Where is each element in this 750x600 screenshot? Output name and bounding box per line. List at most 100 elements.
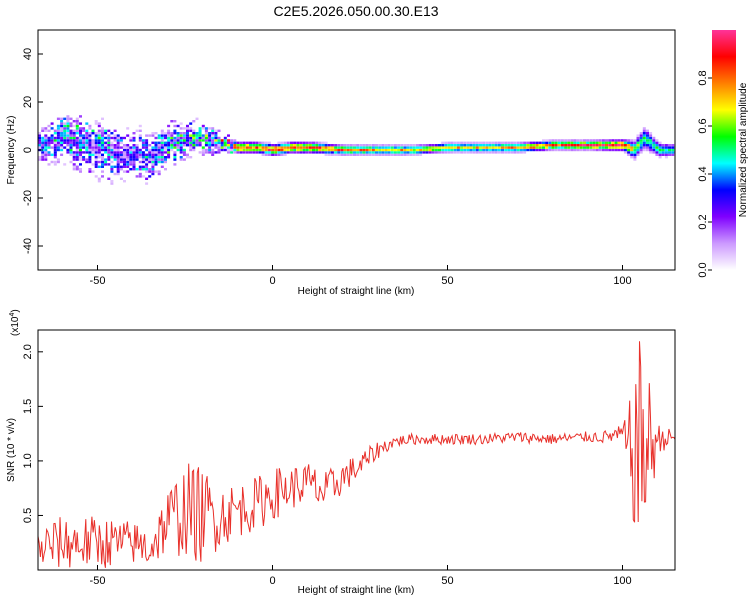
heatmap-cell — [211, 153, 215, 156]
heatmap-cell — [403, 148, 407, 152]
heatmap-cell — [283, 151, 287, 154]
heatmap-cell — [564, 148, 568, 152]
heatmap-cell — [110, 148, 114, 152]
heatmap-cell — [56, 124, 60, 128]
heatmap-cell — [63, 139, 67, 142]
heatmap-cell — [513, 144, 517, 147]
heatmap-cell — [47, 136, 51, 140]
heatmap-cell — [485, 141, 489, 144]
heatmap-cell — [151, 158, 155, 161]
heatmap-cell — [182, 158, 186, 161]
heatmap-cell — [97, 141, 101, 144]
heatmap-cell — [141, 165, 145, 168]
heatmap-cell — [101, 129, 104, 132]
heatmap-cell — [113, 146, 117, 149]
heatmap-cell — [160, 151, 164, 154]
heatmap-cell — [69, 139, 73, 142]
heatmap-cell — [409, 146, 413, 149]
heatmap-cell — [94, 144, 98, 147]
heatmap-cell — [145, 139, 149, 142]
heatmap-cell — [123, 158, 126, 161]
heatmap-cell — [428, 146, 432, 149]
heatmap-cell — [160, 156, 164, 159]
heatmap-cell — [560, 148, 564, 152]
heatmap-cell — [41, 146, 45, 149]
heatmap-cell — [151, 163, 155, 166]
heatmap-cell — [164, 146, 167, 149]
heatmap-cell — [157, 134, 161, 137]
heatmap-cell — [66, 122, 70, 125]
heatmap-cell — [261, 141, 265, 144]
heatmap-cell — [633, 158, 637, 161]
heatmap-cell — [50, 136, 54, 140]
snr-y-multiplier: (x104) — [9, 309, 21, 336]
heatmap-cell — [60, 134, 64, 137]
heatmap-cell — [397, 153, 401, 156]
heatmap-cell — [463, 141, 467, 144]
heatmap-cell — [85, 160, 89, 164]
heatmap-cell — [79, 163, 82, 166]
heatmap-cell — [123, 136, 126, 140]
heatmap-cell — [201, 151, 205, 154]
heatmap-cell — [192, 144, 196, 147]
heatmap-cell — [617, 146, 621, 149]
heatmap-cell — [151, 172, 155, 176]
heatmap-cell — [548, 144, 552, 147]
colorbar-tick-label: 0.4 — [697, 166, 709, 181]
heatmap-cell — [315, 144, 319, 147]
heatmap-cell — [198, 134, 202, 137]
heatmap-cell — [44, 153, 48, 156]
heatmap-cell — [113, 158, 117, 161]
heatmap-cell — [132, 168, 136, 171]
heatmap-cell — [116, 172, 120, 176]
heatmap-cell — [75, 127, 79, 130]
heatmap-cell — [598, 148, 602, 152]
heatmap-cell — [516, 146, 520, 149]
heatmap-cell — [412, 148, 416, 152]
heatmap-cell — [79, 158, 82, 161]
heatmap-cell — [167, 141, 171, 144]
heatmap-cell — [485, 151, 489, 154]
heatmap-cell — [38, 144, 41, 147]
heatmap-cell — [419, 153, 423, 156]
heatmap-cell — [116, 153, 120, 156]
heatmap-cell — [447, 146, 451, 149]
heatmap-cell — [573, 144, 577, 147]
heatmap-cell — [189, 148, 193, 152]
heatmap-cell — [91, 151, 95, 154]
heatmap-cell — [636, 151, 640, 154]
heatmap-cell — [267, 148, 271, 152]
heatmap-cell — [627, 139, 631, 142]
heatmap-cell — [91, 170, 95, 173]
heatmap-cell — [510, 144, 514, 147]
heatmap-cell — [425, 148, 429, 152]
heatmap-cell — [482, 146, 486, 149]
heatmap-cell — [138, 156, 142, 159]
heatmap-cell — [497, 151, 501, 154]
heatmap-cell — [639, 148, 643, 152]
heatmap-cell — [636, 144, 640, 147]
heatmap-cell — [186, 153, 189, 156]
heatmap-cell — [66, 115, 70, 118]
heatmap-cell — [277, 148, 281, 152]
heatmap-cell — [283, 141, 287, 144]
heatmap-cell — [516, 144, 520, 147]
heatmap-cell — [53, 132, 57, 135]
heatmap-cell — [239, 141, 243, 144]
heatmap-cell — [141, 168, 145, 171]
heatmap-cell — [450, 141, 454, 144]
heatmap-cell — [378, 148, 382, 152]
heatmap-cell — [50, 139, 54, 142]
heatmap-cell — [649, 144, 653, 147]
colorbar-label: Normalized spectral amplitude — [738, 82, 749, 217]
heatmap-cell — [535, 144, 539, 147]
heatmap-cell — [664, 146, 668, 149]
heatmap-cell — [586, 146, 590, 149]
heatmap-cells — [38, 115, 675, 185]
heatmap-cell — [72, 144, 76, 147]
heatmap-cell — [192, 146, 196, 149]
heatmap-cell — [327, 144, 331, 147]
heatmap-cell — [170, 146, 174, 149]
heatmap-cell — [66, 134, 70, 137]
heatmap-cell — [75, 168, 79, 171]
